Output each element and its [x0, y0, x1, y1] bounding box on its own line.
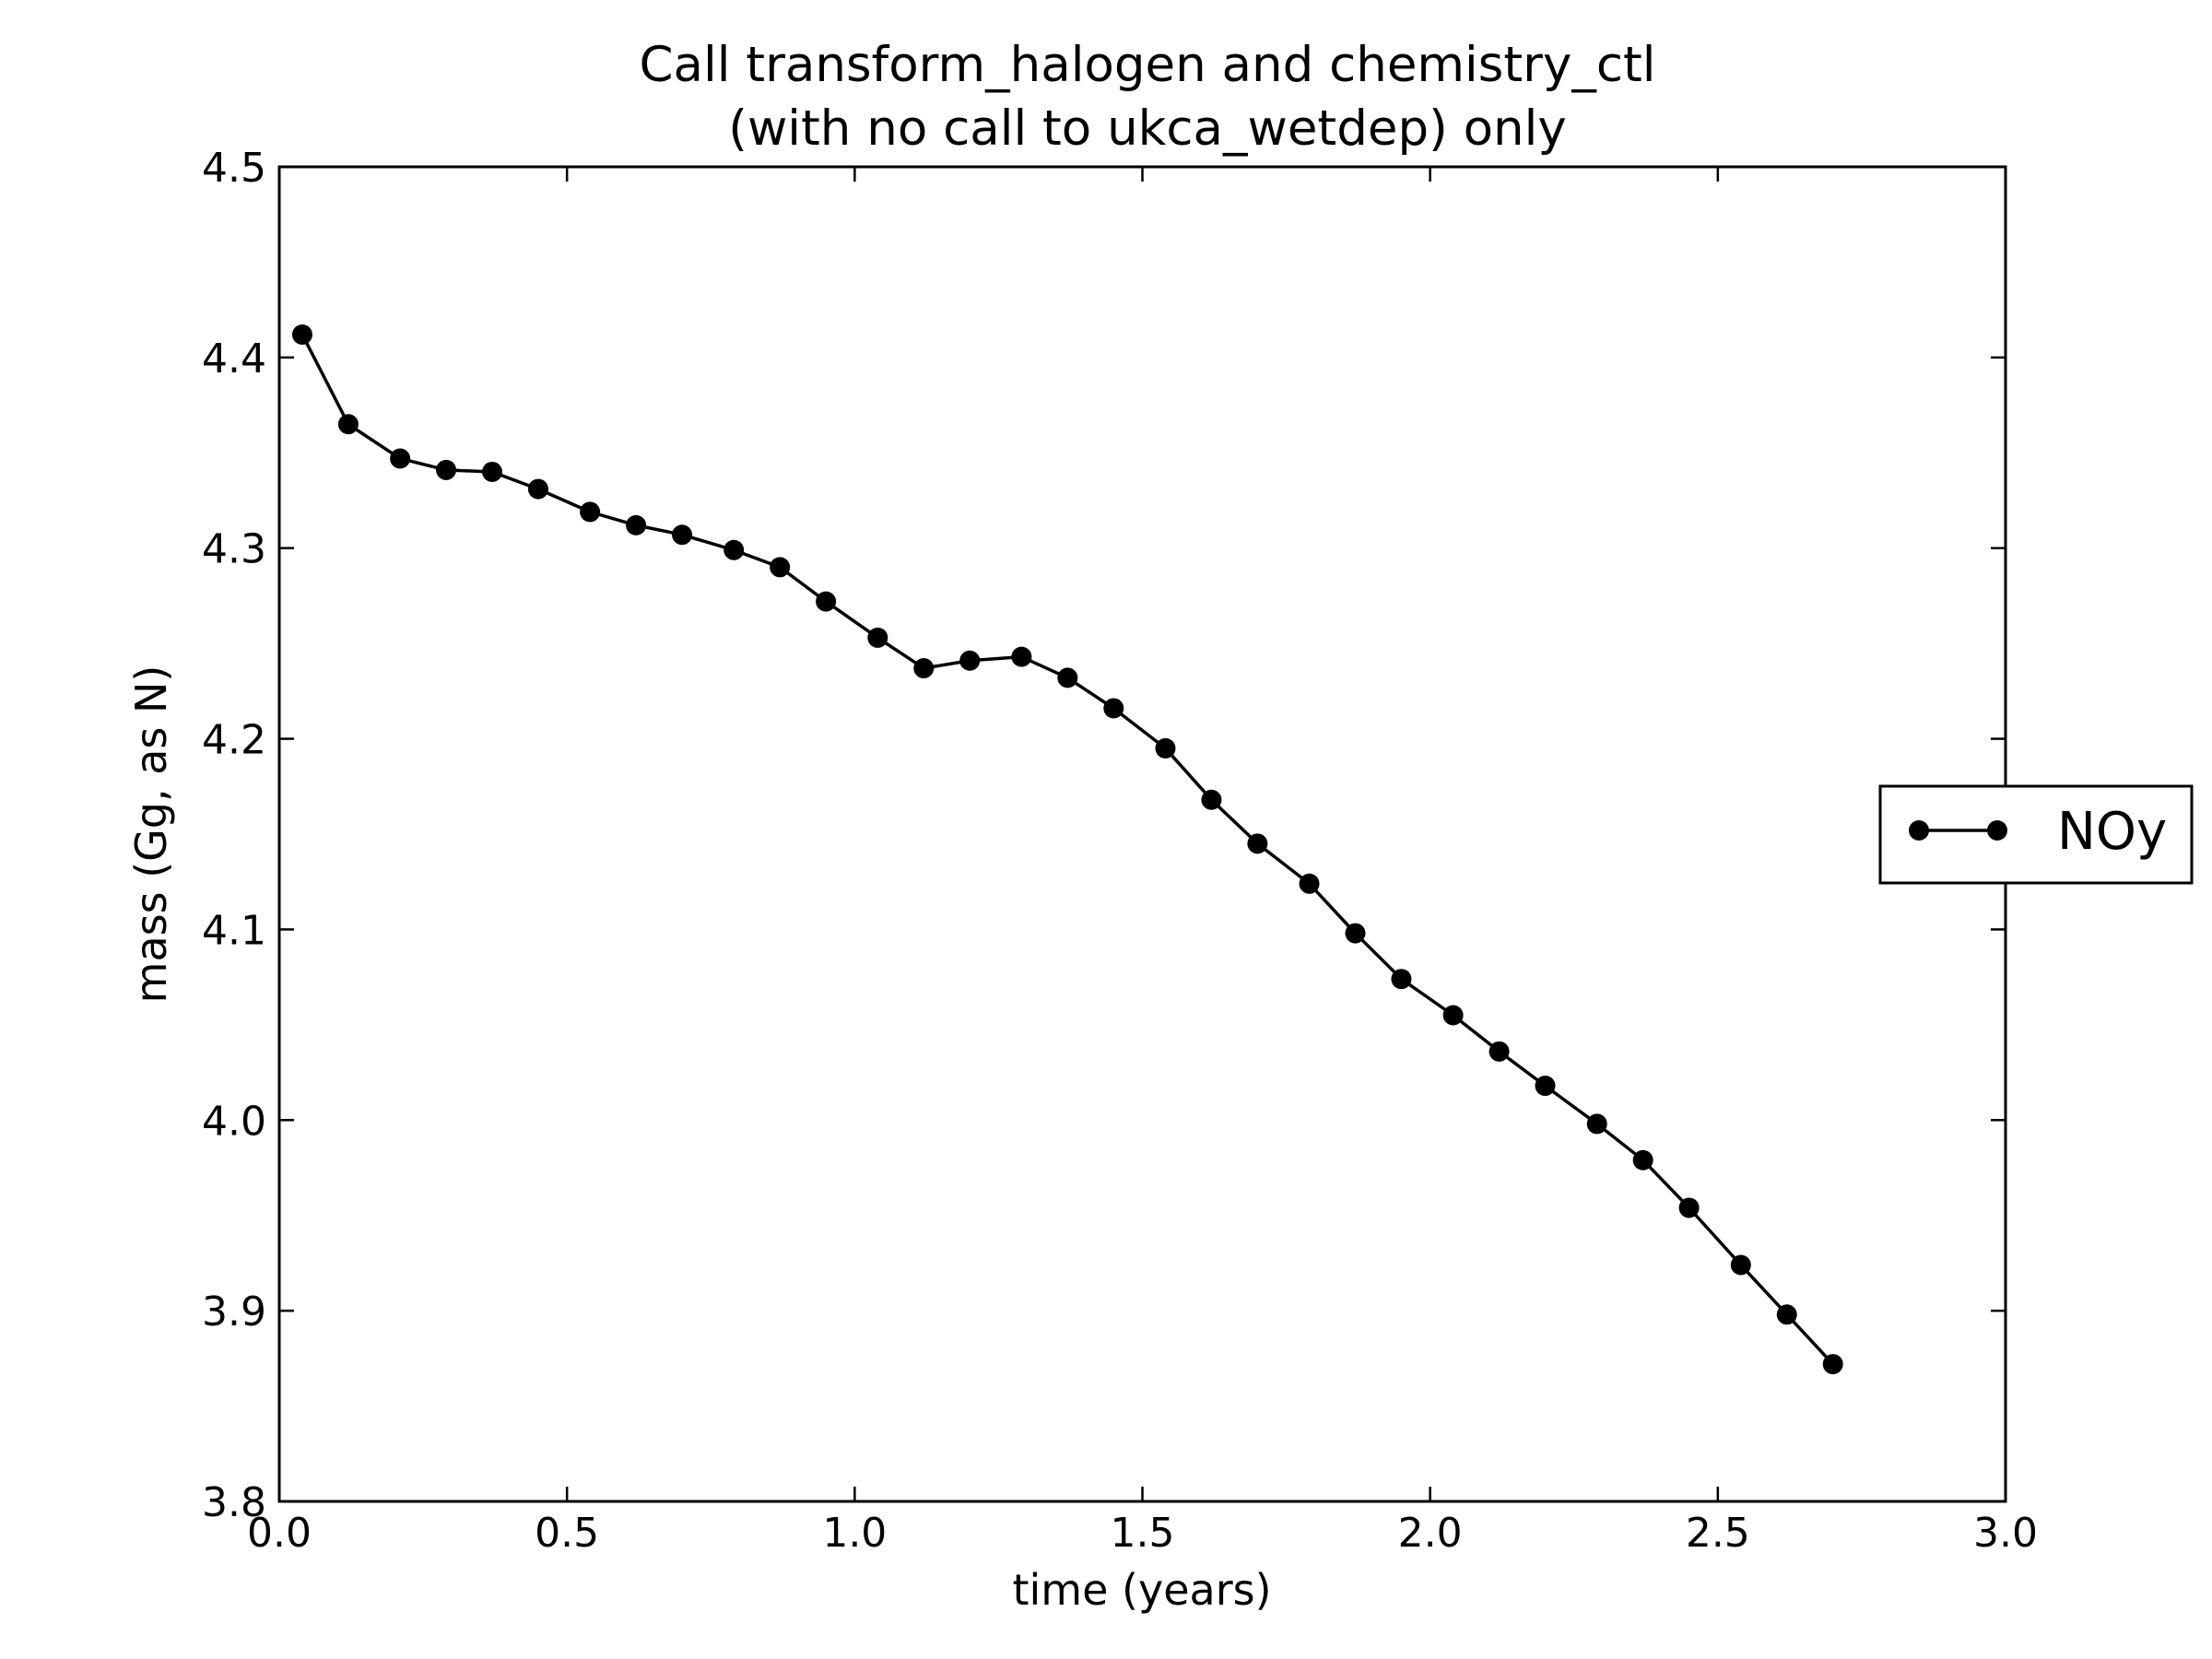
x-tick-label: 2.5 — [1686, 1510, 1750, 1557]
data-point — [626, 514, 647, 535]
data-point — [1586, 1113, 1607, 1135]
legend-label-noy: NOy — [2057, 802, 2167, 862]
data-point — [390, 448, 411, 469]
x-axis-label: time (years) — [1012, 1565, 1271, 1615]
data-point — [724, 539, 745, 560]
legend: NOy — [1878, 784, 2194, 885]
y-tick-label: 3.9 — [202, 1288, 266, 1335]
series-markers-noy — [291, 324, 1843, 1375]
y-axis-label: mass (Gg, as N) — [126, 665, 176, 1004]
data-point — [1678, 1197, 1700, 1218]
x-tick-label: 2.0 — [1398, 1510, 1463, 1557]
legend-marker-noy — [1909, 820, 1929, 841]
legend-marker-noy — [1987, 820, 2007, 841]
data-point — [1535, 1076, 1556, 1097]
y-tick-label: 4.1 — [202, 907, 266, 954]
chart-subtitle: (with no call to ukca_wetdep) only — [728, 100, 1566, 157]
x-tick-label: 1.0 — [822, 1510, 887, 1557]
data-point — [482, 461, 503, 482]
y-tick-label: 3.8 — [202, 1479, 266, 1526]
data-point — [1488, 1041, 1510, 1062]
axis-tick-labels: 0.0 0.5 1.0 1.5 2.0 2.5 3.0 3.8 3.9 4.0 4.1 4.2 4.3 4… — [202, 145, 2038, 1557]
x-tick-label: 3.0 — [1973, 1510, 2038, 1557]
data-point — [913, 658, 935, 679]
y-tick-label: 4.4 — [202, 335, 266, 382]
chart-title: Call transform_halogen and chemistry_ctl — [640, 37, 1656, 93]
x-tick-label: 1.5 — [1111, 1510, 1175, 1557]
data-point — [1103, 698, 1124, 719]
data-point — [1201, 789, 1222, 810]
y-tick-label: 4.5 — [202, 145, 266, 192]
x-tick-label: 0.5 — [535, 1510, 599, 1557]
data-point — [291, 324, 312, 346]
data-point — [1155, 737, 1176, 759]
data-point — [527, 478, 548, 500]
y-tick-label: 4.3 — [202, 526, 266, 573]
data-point — [1011, 646, 1032, 667]
data-point — [816, 591, 837, 612]
data-point — [1247, 833, 1268, 854]
data-point — [436, 459, 457, 480]
data-point — [1822, 1354, 1843, 1375]
data-point — [1345, 923, 1366, 944]
y-tick-label: 4.2 — [202, 717, 266, 764]
data-point — [1299, 873, 1320, 894]
data-point — [337, 414, 359, 435]
data-point — [1057, 667, 1078, 688]
data-point — [1730, 1254, 1751, 1276]
data-point — [1391, 969, 1412, 990]
data-point — [867, 627, 888, 648]
data-point — [580, 501, 601, 523]
data-point — [672, 524, 693, 546]
data-point — [959, 650, 981, 671]
data-point — [1776, 1304, 1797, 1325]
data-point — [1442, 1005, 1464, 1026]
data-point — [770, 557, 791, 578]
x-tick-label: 0.0 — [247, 1510, 312, 1557]
series-noy — [291, 324, 1843, 1375]
data-point — [1632, 1149, 1653, 1171]
legend-box — [1878, 784, 2194, 885]
y-tick-label: 4.0 — [202, 1098, 266, 1145]
